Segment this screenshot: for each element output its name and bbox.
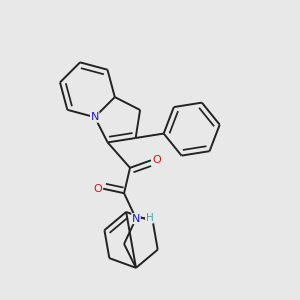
Text: N: N — [91, 112, 99, 122]
Text: O: O — [93, 184, 102, 194]
Text: H: H — [146, 213, 153, 223]
Text: O: O — [152, 155, 161, 165]
Text: N: N — [132, 214, 140, 224]
